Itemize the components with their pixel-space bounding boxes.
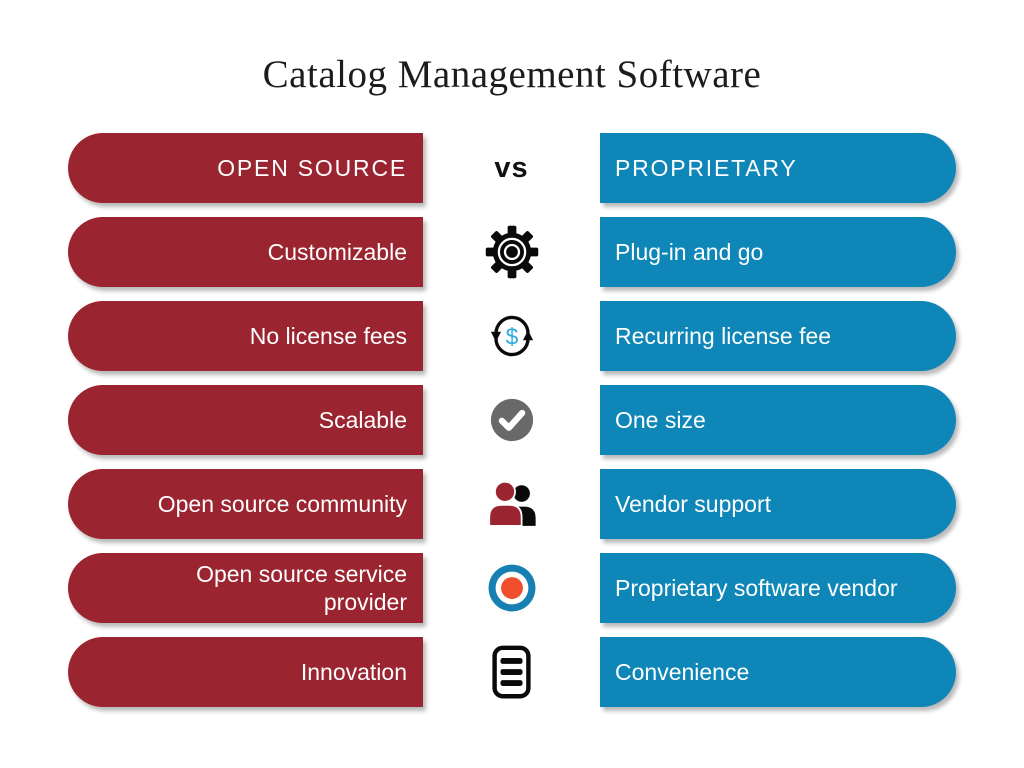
- comparison-row: Innovation Convenience: [0, 637, 1024, 707]
- comparison-row: Customizable Plug-in and: [0, 217, 1024, 287]
- open-source-item-label: Open source community: [157, 491, 407, 517]
- open-source-header-label: OPEN SOURCE: [217, 155, 407, 181]
- open-source-pill: Open source community: [68, 469, 423, 539]
- open-source-pill: No license fees: [68, 301, 423, 371]
- row-icon-cell: [423, 553, 600, 623]
- comparison-row: Open source service provider Proprietary…: [0, 553, 1024, 623]
- open-source-item-label: Innovation: [300, 659, 407, 685]
- proprietary-pill: Proprietary software vendor: [600, 553, 956, 623]
- proprietary-header-label: PROPRIETARY: [615, 155, 798, 181]
- dollar-cycle-icon: $: [490, 315, 533, 357]
- header-row: OPEN SOURCE vs PROPRIETARY: [0, 133, 1024, 203]
- proprietary-header-pill: PROPRIETARY: [600, 133, 956, 203]
- proprietary-pill: One size: [600, 385, 956, 455]
- comparison-row: Scalable One size: [0, 385, 1024, 455]
- document-icon: [492, 645, 531, 699]
- open-source-pill: Customizable: [68, 217, 423, 287]
- proprietary-item-label: Recurring license fee: [615, 323, 832, 349]
- proprietary-pill: Convenience: [600, 637, 956, 707]
- vs-label: vs: [494, 151, 529, 184]
- people-icon: [487, 480, 536, 527]
- proprietary-item-label: Proprietary software vendor: [615, 575, 898, 601]
- row-icon-cell: [423, 469, 600, 539]
- proprietary-item-label: Plug-in and go: [615, 239, 764, 265]
- check-circle-icon: [490, 398, 533, 442]
- row-icon-cell: [423, 637, 600, 707]
- vs-cell: vs: [423, 133, 600, 203]
- proprietary-item-label: Vendor support: [615, 491, 772, 517]
- row-icon-cell: [423, 385, 600, 455]
- proprietary-pill: Recurring license fee: [600, 301, 956, 371]
- row-icon-cell: $: [423, 301, 600, 371]
- proprietary-item-label: One size: [615, 407, 706, 433]
- gear-icon: [485, 225, 538, 279]
- open-source-item-label: Customizable: [267, 239, 407, 265]
- open-source-pill: Scalable: [68, 385, 423, 455]
- open-source-pill: Innovation: [68, 637, 423, 707]
- proprietary-item-label: Convenience: [615, 659, 750, 685]
- svg-text:$: $: [505, 323, 518, 349]
- comparison-row: Open source community Vendor support: [0, 469, 1024, 539]
- proprietary-pill: Plug-in and go: [600, 217, 956, 287]
- open-source-header-pill: OPEN SOURCE: [68, 133, 423, 203]
- target-icon: [488, 564, 535, 612]
- proprietary-pill: Vendor support: [600, 469, 956, 539]
- open-source-item-label: Scalable: [318, 407, 407, 433]
- open-source-item-label: Open source service provider: [196, 561, 407, 615]
- comparison-row: No license fees $ Recurring license fee: [0, 301, 1024, 371]
- row-icon-cell: [423, 217, 600, 287]
- open-source-item-label: No license fees: [249, 323, 407, 349]
- page-title: Catalog Management Software: [262, 53, 762, 96]
- open-source-pill: Open source service provider: [68, 553, 423, 623]
